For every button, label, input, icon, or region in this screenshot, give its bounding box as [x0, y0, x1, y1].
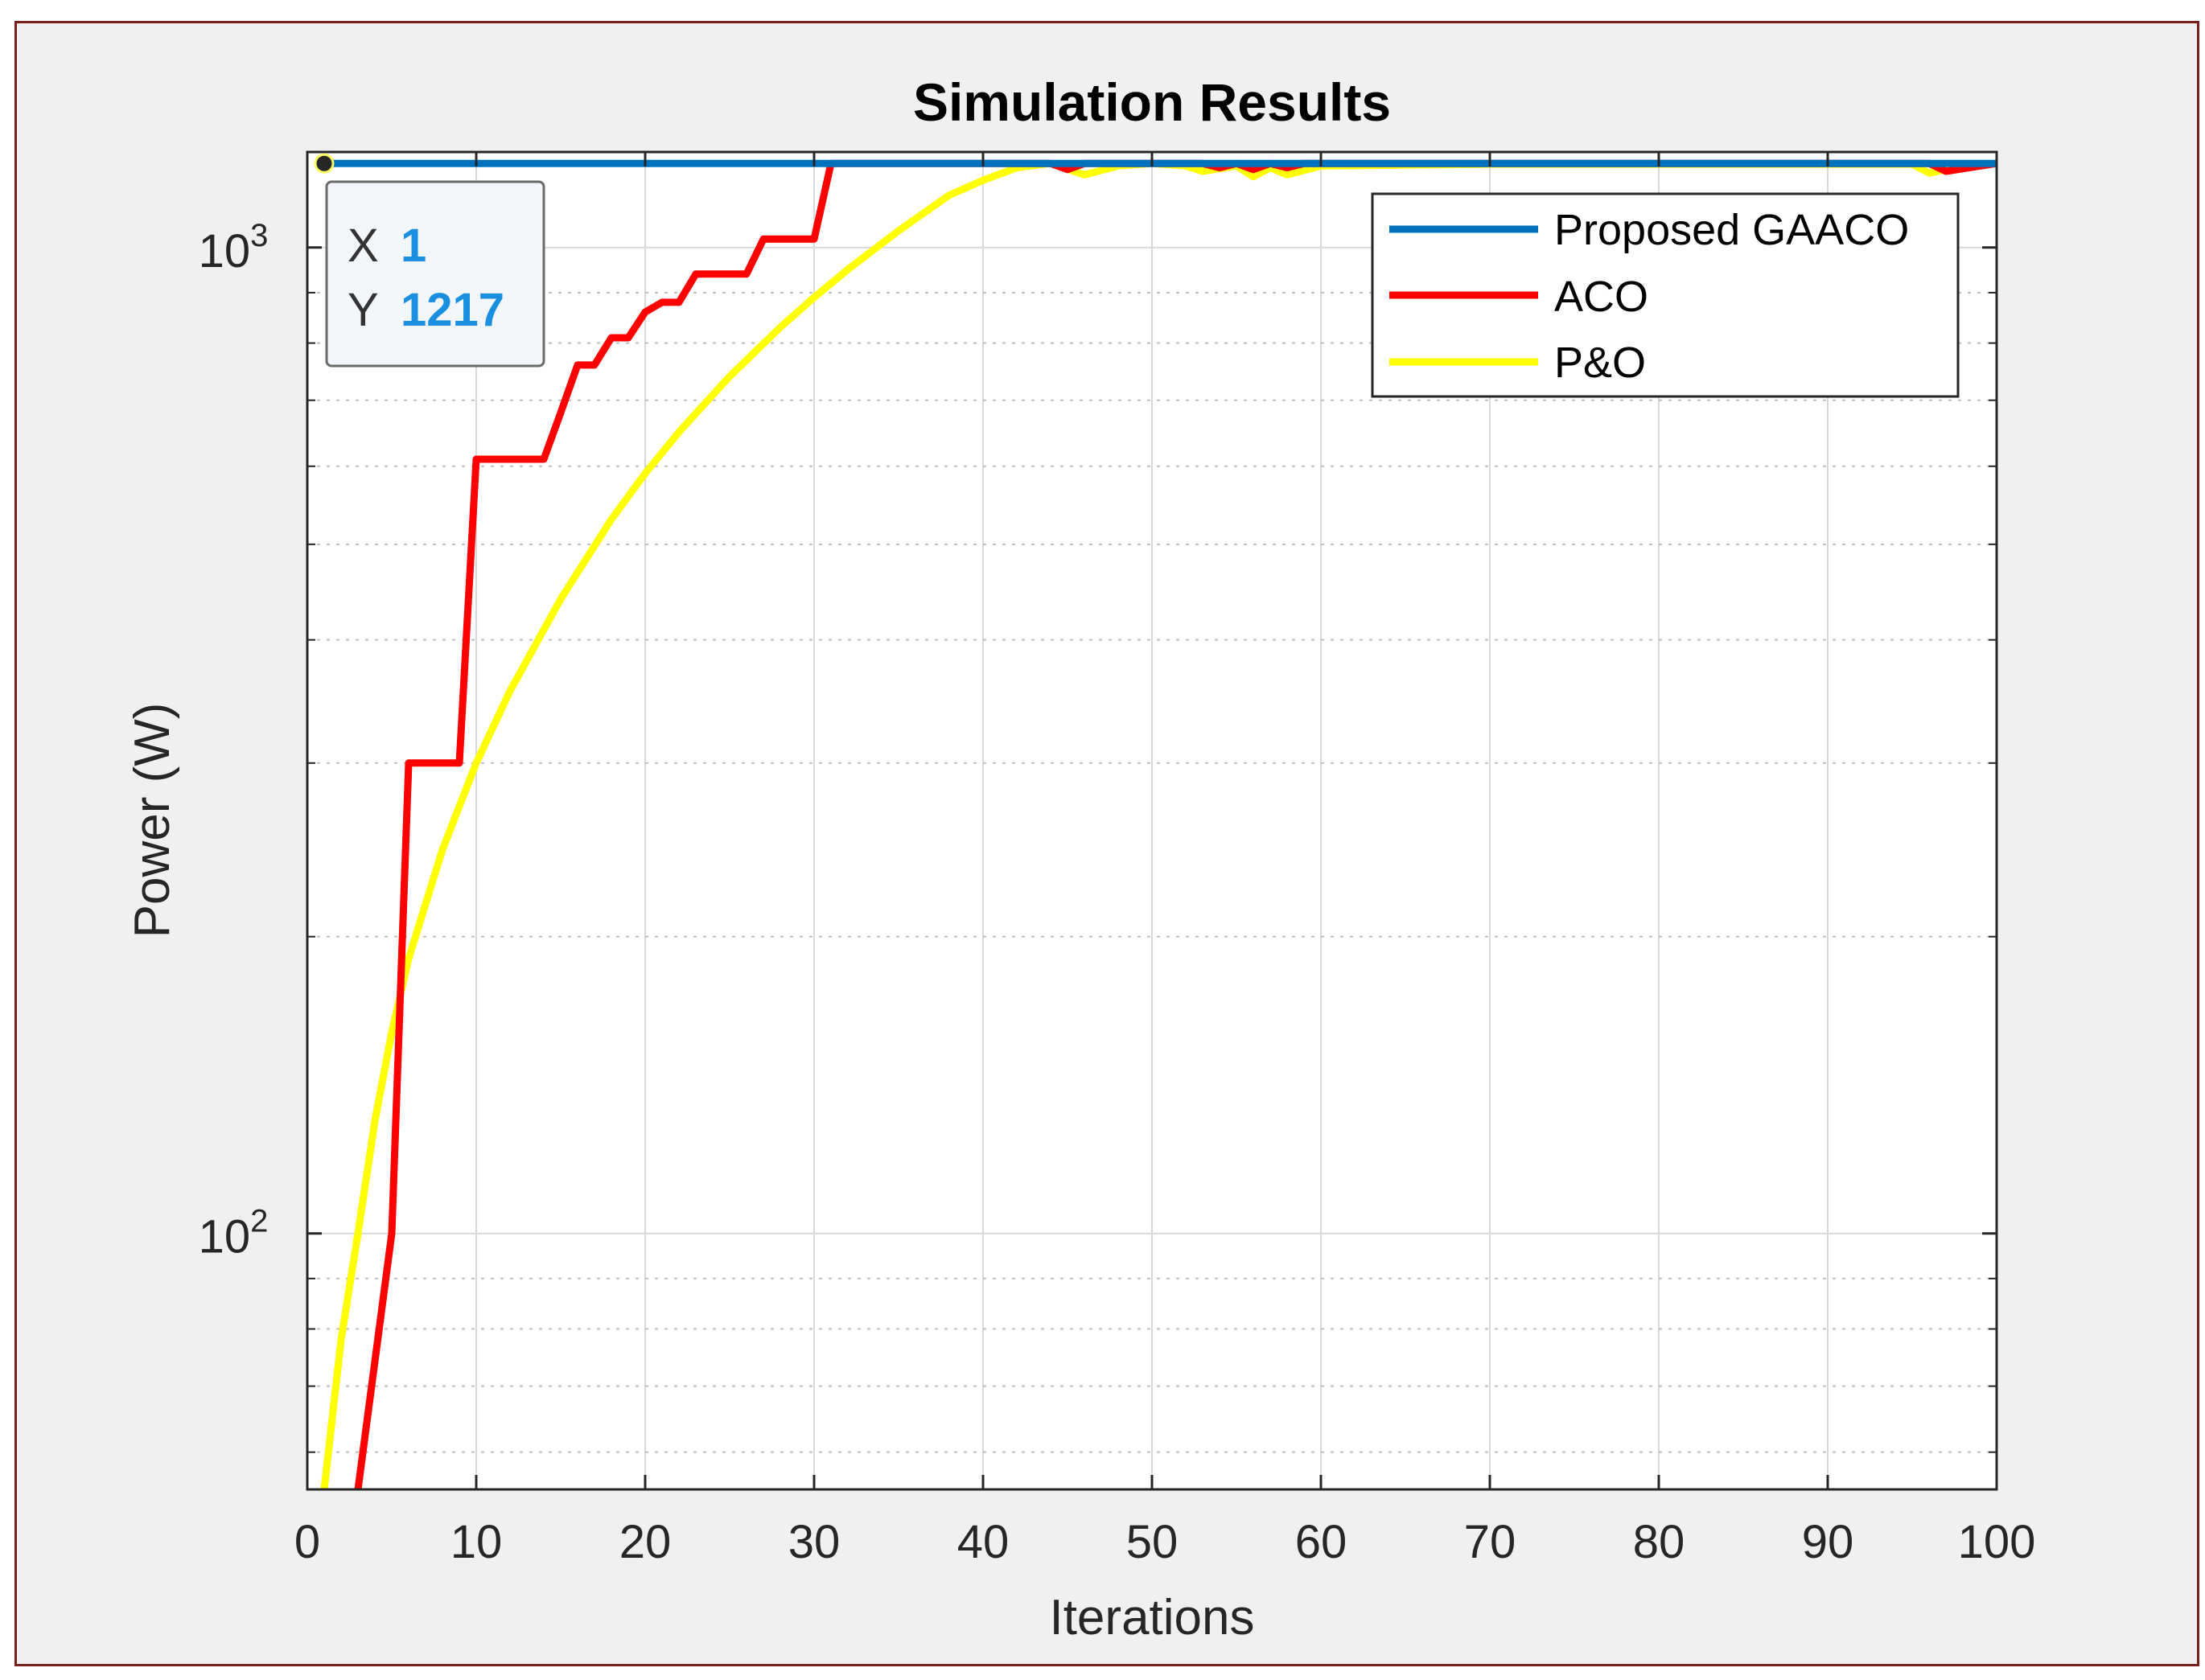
datatip-x-label: X: [348, 220, 379, 272]
x-tick-label: 40: [957, 1516, 1010, 1568]
y-axis-label: Power (W): [125, 703, 180, 939]
series-lines: [320, 159, 1997, 1490]
x-tick-label: 20: [619, 1516, 672, 1568]
datatip-y-value: 1217: [401, 284, 504, 336]
x-tick-label: 80: [1633, 1516, 1685, 1568]
x-tick-label: 0: [294, 1516, 320, 1568]
datatip[interactable]: X 1 Y 1217: [314, 153, 545, 368]
y-tick-label: 102: [199, 1204, 269, 1263]
y-tick-label: 103: [199, 218, 269, 277]
y-ticks: 103 102: [199, 218, 1997, 1263]
x-ticks: 0 10 20 30 40 50 60 70 80 90 100: [294, 152, 2036, 1568]
legend-label-aco: ACO: [1554, 273, 1648, 321]
datatip-y-label: Y: [348, 284, 379, 336]
x-tick-label: 30: [788, 1516, 841, 1568]
legend: Proposed GAACO ACO P&O: [1371, 192, 1960, 398]
legend-label-po: P&O: [1554, 339, 1646, 387]
y-minor-gridlines: [307, 291, 1997, 1453]
datatip-box: [325, 180, 545, 368]
x-tick-label: 70: [1464, 1516, 1516, 1568]
x-tick-label: 50: [1126, 1516, 1179, 1568]
datatip-marker[interactable]: [314, 153, 335, 174]
x-axis-label: Iterations: [1049, 1590, 1254, 1645]
chart-title: Simulation Results: [913, 72, 1391, 132]
x-tick-label: 60: [1295, 1516, 1347, 1568]
legend-label-gaaco: Proposed GAACO: [1554, 206, 1909, 254]
x-tick-label: 10: [450, 1516, 503, 1568]
x-tick-label: 90: [1802, 1516, 1854, 1568]
x-tick-label: 100: [1958, 1516, 2036, 1568]
datatip-x-value: 1: [401, 220, 426, 272]
